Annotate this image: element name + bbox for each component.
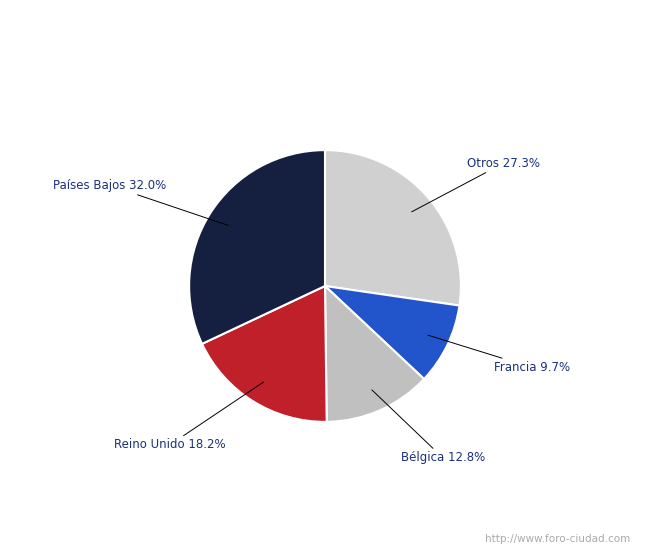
Text: Reino Unido 18.2%: Reino Unido 18.2% bbox=[114, 382, 264, 452]
Wedge shape bbox=[325, 150, 461, 306]
Wedge shape bbox=[202, 286, 327, 422]
Text: Otros 27.3%: Otros 27.3% bbox=[411, 157, 540, 212]
Wedge shape bbox=[325, 286, 460, 379]
Text: Países Bajos 32.0%: Países Bajos 32.0% bbox=[53, 179, 228, 225]
Wedge shape bbox=[325, 286, 424, 422]
Wedge shape bbox=[189, 150, 325, 344]
Text: Francia 9.7%: Francia 9.7% bbox=[428, 335, 570, 374]
Text: Bélgica 12.8%: Bélgica 12.8% bbox=[372, 390, 485, 464]
Text: el Fondó de les Neus/Hondón de las Nieves - Turistas extranjeros según país - Ab: el Fondó de les Neus/Hondón de las Nieve… bbox=[32, 17, 618, 30]
Text: http://www.foro-ciudad.com: http://www.foro-ciudad.com bbox=[486, 535, 630, 544]
